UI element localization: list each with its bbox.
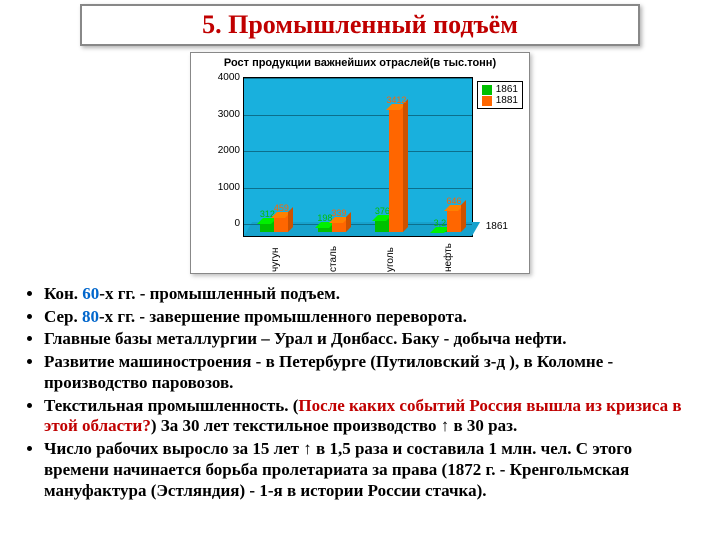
y-axis-label: 0 xyxy=(208,218,240,229)
b1-pre: Кон. xyxy=(44,284,82,303)
gridline xyxy=(244,115,472,116)
slide-title: 5. Промышленный подъём xyxy=(202,10,518,39)
y-axis-label: 2000 xyxy=(208,145,240,156)
bullet-5: Текстильная промышленность. (После каких… xyxy=(44,396,692,437)
b2-hl: 80 xyxy=(82,307,99,326)
bar-чугун-1881 xyxy=(274,215,288,232)
bar-уголь-1861 xyxy=(375,218,389,232)
gridline xyxy=(244,188,472,189)
bullet-1: Кон. 60-х гг. - промышленный подъем. xyxy=(44,284,692,305)
b1-post: -х гг. - промышленный подъем. xyxy=(99,284,340,303)
gridline xyxy=(244,78,472,79)
category-label: сталь xyxy=(328,246,339,272)
slide-title-bar: 5. Промышленный подъём xyxy=(80,4,640,46)
chart-plot-area: 01000200030004000 312459чугун198339сталь… xyxy=(243,77,473,237)
legend-label-1861: 1861 xyxy=(496,84,518,95)
b2-post: -х гг. - завершение промышленного перево… xyxy=(99,307,467,326)
bullet-4: Развитие машиностроения - в Петербурге (… xyxy=(44,352,692,393)
depth-axis-label: 1861 xyxy=(486,221,508,232)
value-label: 459 xyxy=(266,203,296,213)
bar-нефть-1861 xyxy=(433,230,447,232)
chart-title: Рост продукции важнейших отраслей(в тыс.… xyxy=(191,53,529,71)
bullet-3: Главные базы металлургии – Урал и Донбас… xyxy=(44,329,692,350)
y-axis-label: 3000 xyxy=(208,109,240,120)
b2-pre: Сер. xyxy=(44,307,82,326)
bullet-6: Число рабочих выросло за 15 лет ↑ в 1,5 … xyxy=(44,439,692,501)
value-label: 3412 xyxy=(381,95,411,105)
bar-сталь-1861 xyxy=(318,225,332,232)
chart-container: Рост продукции важнейших отраслей(в тыс.… xyxy=(190,52,530,274)
gridline xyxy=(244,151,472,152)
bullet-2: Сер. 80-х гг. - завершение промышленного… xyxy=(44,307,692,328)
b5-post: ) За 30 лет текстильное производство ↑ в… xyxy=(151,416,517,435)
bar-нефть-1881 xyxy=(447,208,461,232)
bullet-list: Кон. 60-х гг. - промышленный подъем. Сер… xyxy=(0,284,720,501)
bar-уголь-1881 xyxy=(389,107,403,232)
legend-label-1881: 1881 xyxy=(496,95,518,106)
bar-сталь-1881 xyxy=(332,220,346,232)
category-label: уголь xyxy=(385,247,396,272)
legend-swatch-1881 xyxy=(482,96,492,106)
legend-swatch-1861 xyxy=(482,85,492,95)
chart-legend: 1861 1881 xyxy=(477,81,523,109)
b1-hl: 60 xyxy=(82,284,99,303)
category-label: нефть xyxy=(443,243,454,272)
legend-row-1881: 1881 xyxy=(482,95,518,106)
b5-pre: Текстильная промышленность. ( xyxy=(44,396,298,415)
bar-чугун-1861 xyxy=(260,221,274,232)
value-label: 646 xyxy=(439,196,469,206)
category-label: чугун xyxy=(270,248,281,272)
y-axis-label: 4000 xyxy=(208,72,240,83)
value-label: 339 xyxy=(324,208,354,218)
y-axis-label: 1000 xyxy=(208,182,240,193)
legend-row-1861: 1861 xyxy=(482,84,518,95)
